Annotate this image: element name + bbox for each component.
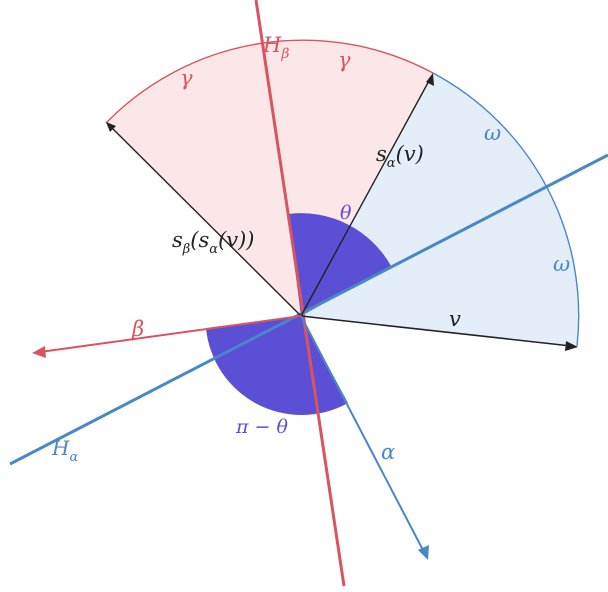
- alpha-arrowhead: [418, 545, 429, 560]
- h-alpha-line: [9, 153, 608, 466]
- s-alpha-v-vector: [300, 78, 431, 317]
- alpha-label: α: [381, 440, 395, 464]
- beta-vector: [39, 315, 302, 353]
- pi-minus-theta-wedge: [206, 316, 348, 415]
- s-beta-s-alpha-v-arrowhead: [106, 122, 116, 132]
- s-beta-s-alpha-v-vector: [110, 126, 302, 317]
- h-beta-line: [254, 0, 346, 587]
- alpha-vector: [300, 315, 425, 553]
- gamma-right-label: γ: [338, 48, 351, 72]
- beta-label: β: [131, 317, 144, 341]
- s-alpha-v-arrowhead: [426, 73, 434, 86]
- h-alpha-label: Hα: [51, 436, 78, 465]
- h-beta-label: Hβ: [262, 33, 289, 62]
- v-vector: [300, 315, 572, 347]
- s-alpha-v-label: sα(v): [376, 142, 424, 171]
- omega-lower-label: ω: [553, 252, 570, 276]
- omega-upper-label: ω: [484, 121, 501, 145]
- s-beta-s-alpha-v-label: sβ(sα(v)): [172, 228, 255, 257]
- gamma-sector: [106, 40, 433, 316]
- v-label: v: [449, 307, 461, 331]
- theta-label: θ: [340, 202, 352, 224]
- beta-arrowhead: [32, 346, 46, 358]
- v-arrowhead: [565, 341, 578, 351]
- pi-minus-theta-label: π − θ: [235, 416, 288, 438]
- theta-wedge: [288, 213, 391, 316]
- gamma-left-label: γ: [180, 66, 193, 90]
